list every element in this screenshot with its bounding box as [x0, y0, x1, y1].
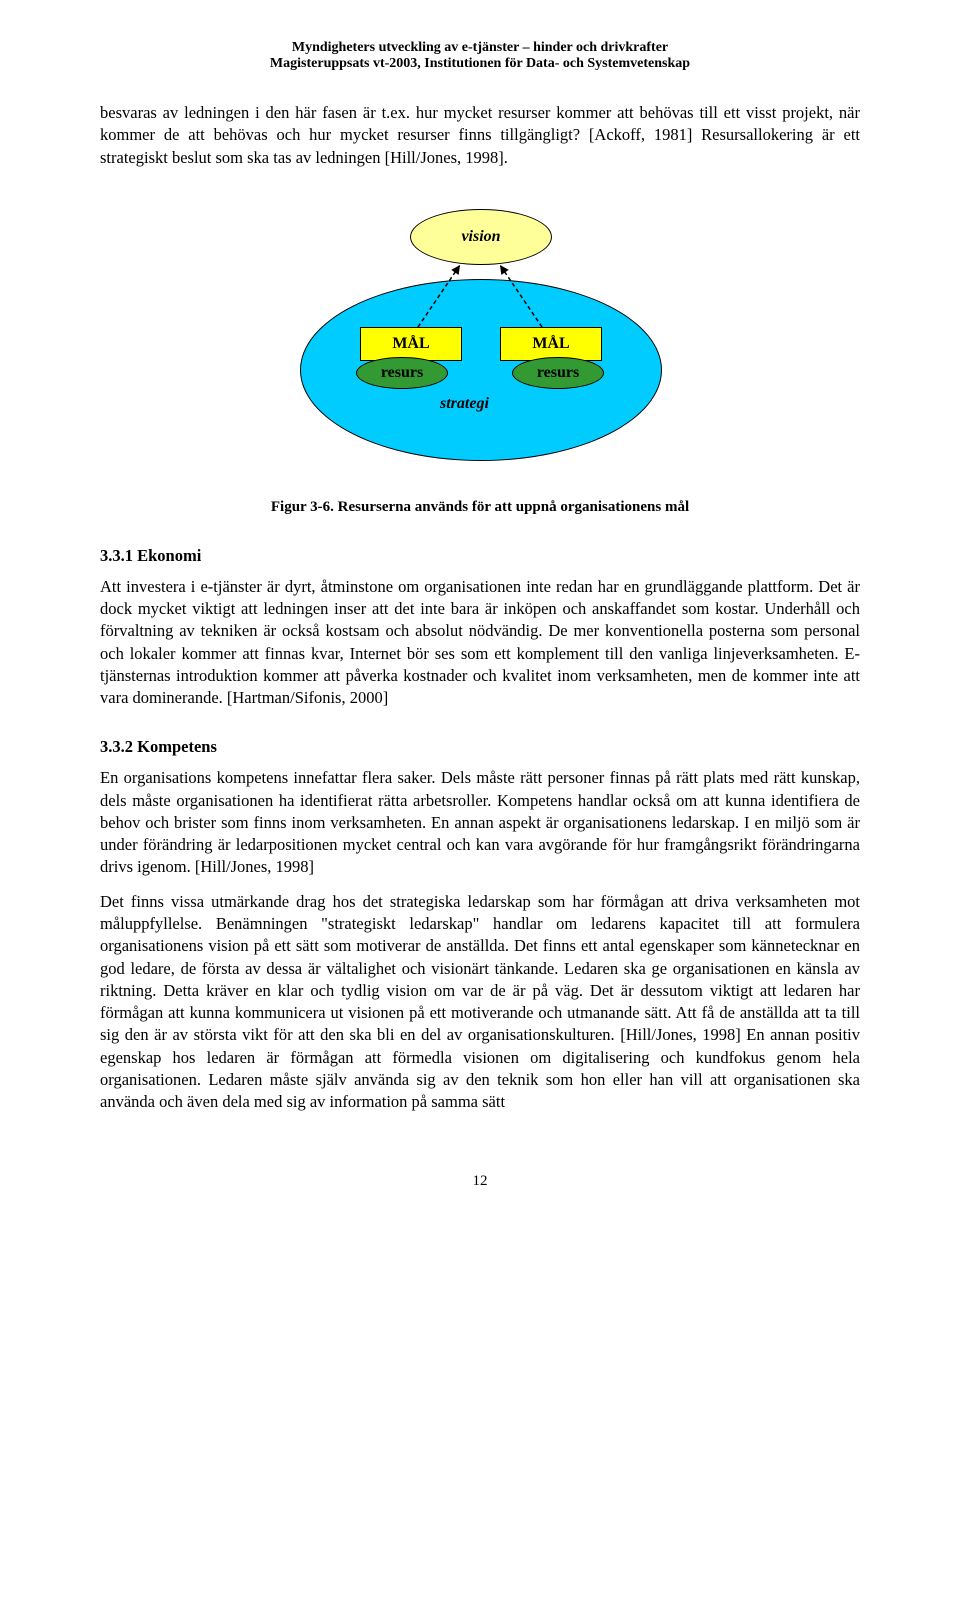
- page-header: Myndigheters utveckling av e-tjänster – …: [100, 40, 860, 72]
- goal-box-right: MÅL: [500, 327, 602, 361]
- diagram-container: vision MÅL MÅL resurs resurs strategi: [100, 199, 860, 479]
- intro-paragraph: besvaras av ledningen i den här fasen är…: [100, 102, 860, 169]
- strategy-label: strategi: [440, 395, 489, 413]
- vision-label: vision: [461, 228, 500, 246]
- page-number: 12: [100, 1173, 860, 1190]
- section-331-text: Att investera i e-tjänster är dyrt, åtmi…: [100, 576, 860, 710]
- resource-node-left: resurs: [356, 357, 448, 389]
- resource-right-label: resurs: [537, 364, 579, 382]
- goal-right-label: MÅL: [532, 335, 569, 353]
- resource-node-right: resurs: [512, 357, 604, 389]
- resource-left-label: resurs: [381, 364, 423, 382]
- strategy-diagram: vision MÅL MÅL resurs resurs strategi: [290, 199, 670, 479]
- goal-box-left: MÅL: [360, 327, 462, 361]
- outer-ellipse: [300, 279, 662, 461]
- vision-node: vision: [410, 209, 552, 265]
- figure-caption: Figur 3-6. Resurserna används för att up…: [100, 499, 860, 516]
- section-331-heading: 3.3.1 Ekonomi: [100, 546, 860, 566]
- header-line-1: Myndigheters utveckling av e-tjänster – …: [100, 40, 860, 56]
- section-332-heading: 3.3.2 Kompetens: [100, 737, 860, 757]
- header-line-2: Magisteruppsats vt-2003, Institutionen f…: [100, 56, 860, 72]
- section-332-p1: En organisations kompetens innefattar fl…: [100, 767, 860, 878]
- section-332-p2: Det finns vissa utmärkande drag hos det …: [100, 891, 860, 1114]
- goal-left-label: MÅL: [392, 335, 429, 353]
